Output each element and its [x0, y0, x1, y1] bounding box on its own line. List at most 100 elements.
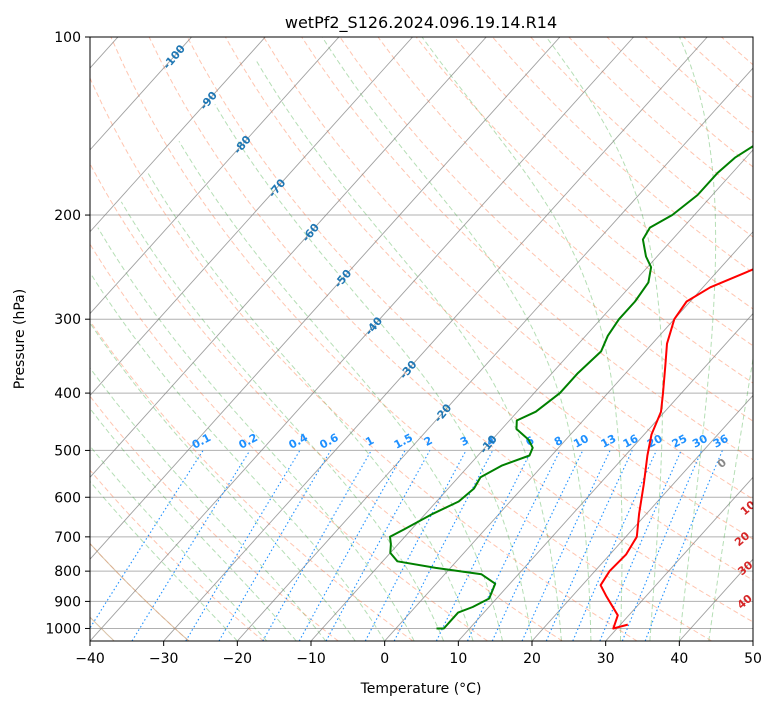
mixing-ratio-line — [393, 450, 494, 641]
x-tick-label: −10 — [296, 651, 326, 667]
mixing-ratio-label: 8 — [552, 434, 565, 449]
moist-adiabat-line — [147, 173, 474, 641]
dry-adiabat-line — [90, 76, 638, 641]
dry-adiabat-line — [90, 542, 190, 641]
isotherm-line — [163, 37, 708, 641]
x-tick-label: 30 — [597, 651, 615, 667]
moist-adiabat-line — [90, 480, 238, 641]
dry-adiabat-line — [339, 37, 753, 422]
mixing-ratio-label: 36 — [711, 432, 731, 451]
moist-adiabat-label: 40 — [735, 592, 755, 612]
mixing-ratio-lines — [90, 450, 723, 641]
mixing-ratio-line — [467, 450, 561, 641]
isotherm-line — [752, 640, 753, 641]
dry-adiabat-label: -100 — [160, 42, 188, 72]
moist-adiabat-line — [90, 367, 327, 641]
dry-adiabat-line — [530, 37, 753, 238]
isotherms — [90, 37, 753, 641]
dewpoint-profile-line — [389, 145, 753, 630]
mixing-ratio-line — [131, 450, 251, 641]
x-tick-label: −20 — [223, 651, 253, 667]
mixing-ratio-line — [364, 450, 467, 641]
mixing-ratio-line — [90, 450, 204, 630]
chart-title: wetPf2_S126.2024.096.19.14.R14 — [285, 13, 557, 33]
isotherm-line — [90, 37, 634, 641]
dry-adiabat-line — [90, 469, 264, 641]
mixing-ratio-label: 30 — [690, 432, 710, 451]
moist-adiabat-line — [421, 37, 623, 641]
mixing-ratio-line — [262, 450, 372, 641]
dry-adiabat-line — [682, 37, 753, 100]
dry-adiabat-line — [606, 37, 753, 168]
isotherm-line — [678, 558, 753, 641]
moist-adiabat-line — [120, 201, 445, 641]
dry-adiabat-line — [453, 37, 753, 310]
mixing-ratio-line — [521, 450, 611, 641]
mixing-ratio-line — [572, 450, 657, 641]
y-tick-label: 800 — [54, 564, 81, 580]
moist-adiabat-line — [90, 271, 386, 641]
dry-adiabat-line — [110, 37, 712, 641]
mixing-ratio-line — [298, 450, 406, 641]
x-tick-label: 50 — [744, 651, 762, 667]
moist-adiabat-line — [90, 322, 356, 641]
isotherm-line — [310, 149, 753, 641]
dry-adiabat-line — [224, 37, 753, 540]
moist-adiabat-line — [678, 37, 717, 641]
temperature-profile-line — [599, 268, 753, 630]
y-tick-label: 200 — [54, 208, 81, 224]
mixing-ratio-label: 1 — [363, 434, 376, 449]
mixing-ratio-label: 1.5 — [392, 431, 415, 452]
moist-adiabat-line — [545, 37, 664, 641]
mixing-ratio-label: 16 — [621, 432, 641, 451]
y-tick-label: 900 — [54, 594, 81, 610]
y-tick-label: 300 — [54, 312, 81, 328]
moist-adiabat-line — [90, 407, 297, 641]
dry-adiabat-line — [148, 37, 753, 623]
mixing-ratio-line — [621, 450, 703, 641]
x-tick-label: 40 — [670, 651, 688, 667]
mixing-ratio-label: 13 — [599, 432, 619, 451]
dry-adiabat-line — [721, 37, 753, 66]
pressure-gridlines — [90, 37, 753, 629]
moist-adiabat-line — [97, 227, 415, 641]
dry-adiabat-line — [90, 542, 190, 641]
x-tick-label: 20 — [523, 651, 541, 667]
mixing-ratio-label: 2 — [422, 434, 435, 449]
mixing-ratio-line — [491, 450, 584, 641]
mixing-ratio-line — [185, 450, 301, 641]
isotherm-line — [90, 37, 413, 397]
y-tick-label: 1000 — [45, 621, 81, 637]
mixing-ratio-line — [644, 450, 723, 641]
isotherm-line — [90, 37, 340, 315]
mixing-ratio-line — [435, 450, 532, 641]
mixing-ratio-label: 3 — [458, 434, 471, 449]
mixing-ratio-label: 0.4 — [287, 431, 311, 452]
y-axis-label: Pressure (hPa) — [12, 289, 28, 389]
moist-adiabat-label: 20 — [732, 529, 752, 549]
moist-adiabat-line — [178, 140, 503, 641]
y-tick-label: 700 — [54, 530, 81, 546]
dry-adiabat-line — [415, 37, 753, 347]
dry-adiabat-line — [90, 320, 414, 641]
mixing-ratio-line — [545, 450, 633, 641]
background-line-labels: 0.1 0.2 0.4 0.6 1 1.5 2 3 4 6 8 10 13 16 20 25 30 36-100-… — [160, 42, 755, 612]
moist-adiabat-line — [214, 104, 533, 641]
mixing-ratio-label: 25 — [670, 432, 690, 451]
isotherm-line — [90, 37, 192, 151]
dry-adiabat-line — [90, 243, 488, 641]
x-axis-label: Temperature (°C) — [360, 681, 482, 697]
isotherm-line — [531, 394, 753, 641]
isotherm-line — [90, 37, 266, 233]
mixing-ratio-label: 0.1 — [190, 431, 213, 452]
y-tick-label: 500 — [54, 443, 81, 459]
dry-adiabat-line — [186, 37, 753, 581]
y-tick-label: 600 — [54, 490, 81, 506]
x-tick-label: −30 — [149, 651, 179, 667]
moist-adiabats — [90, 37, 753, 641]
y-tick-label: 100 — [54, 30, 81, 46]
isotherm-line — [90, 37, 487, 478]
mixing-ratio-label: 10 — [571, 432, 591, 451]
x-tick-label: −40 — [75, 651, 105, 667]
